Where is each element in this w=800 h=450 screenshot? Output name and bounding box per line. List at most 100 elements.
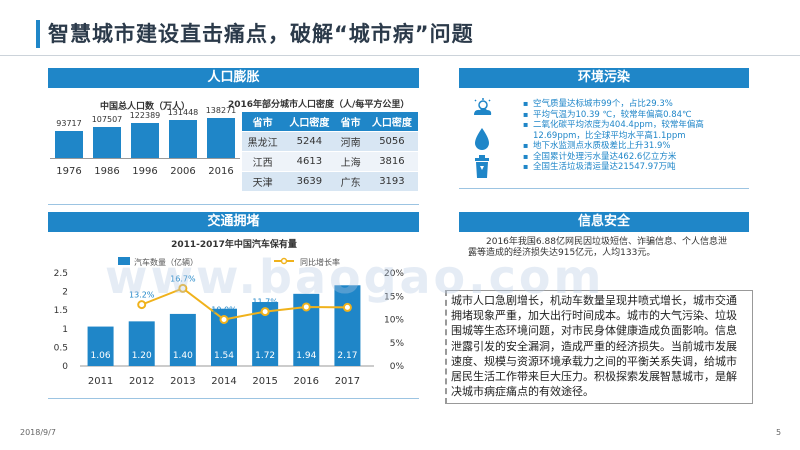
legend-swatch-bar bbox=[118, 257, 130, 265]
growth-point bbox=[137, 300, 147, 310]
legend-label: 汽车数量（亿辆） bbox=[134, 257, 198, 267]
table-header-cell: 人口密度 bbox=[365, 112, 418, 132]
environment-list: 空气质量达标城市99个，占比29.3% 平均气温为10.39 ℃，较常年偏高0.… bbox=[523, 99, 733, 173]
section-rule bbox=[48, 398, 419, 399]
table-header-row: 省市 人口密度 省市 人口密度 bbox=[242, 112, 418, 132]
table-cell: 黑龙江 bbox=[242, 131, 284, 152]
table-cell: 江西 bbox=[242, 151, 284, 172]
population-bar bbox=[131, 122, 159, 158]
table-header-cell: 省市 bbox=[242, 112, 284, 132]
car-bar bbox=[128, 321, 155, 366]
right-axis-tick: 5% bbox=[390, 339, 405, 349]
population-bar-value: 107507 bbox=[91, 114, 123, 124]
list-item: 二氧化碳平均浓度为404.4ppm，较常年偏高12.69ppm，比全球平均水平高… bbox=[523, 120, 733, 141]
right-axis-tick: 0% bbox=[390, 362, 405, 372]
table-cell: 3193 bbox=[365, 171, 418, 192]
growth-line bbox=[141, 287, 348, 321]
car-bar-label: 2.17 bbox=[337, 351, 357, 361]
population-chart: 93717 1976 107507 1986 122389 1996 131448 2006 1… bbox=[50, 106, 240, 190]
growth-point bbox=[178, 283, 188, 293]
x-axis-tick: 2015 bbox=[252, 376, 277, 387]
population-year-label: 1976 bbox=[56, 166, 82, 177]
table-cell: 3639 bbox=[283, 171, 336, 192]
title-accent-bar bbox=[36, 20, 40, 48]
page-number: 5 bbox=[776, 428, 782, 437]
growth-point bbox=[260, 307, 270, 317]
section-header-population: 人口膨胀 bbox=[48, 68, 419, 88]
car-bar bbox=[169, 313, 196, 366]
sun-cloud-icon bbox=[474, 98, 492, 115]
watermark: www.baogao.com bbox=[105, 250, 605, 304]
growth-label: 11.7% bbox=[252, 298, 278, 307]
population-year-label: 1986 bbox=[94, 166, 120, 177]
table-row: 天津 3639 广东 3193 bbox=[242, 171, 418, 192]
growth-point bbox=[301, 302, 311, 312]
population-year-label: 2006 bbox=[170, 166, 196, 177]
car-bar-label: 1.72 bbox=[255, 351, 275, 361]
list-item: 地下水监测点水质极差比上升31.9% bbox=[523, 141, 733, 152]
density-table: 省市 人口密度 省市 人口密度 黑龙江 5244 河南 5056 江西 4613… bbox=[242, 112, 418, 192]
list-item: 全国累计处理污水量达462.6亿立方米 bbox=[523, 152, 733, 163]
legend-label: 同比增长率 bbox=[300, 257, 340, 267]
population-bar-value: 138271 bbox=[205, 106, 237, 115]
left-axis-tick: 2.5 bbox=[54, 269, 68, 279]
x-axis-tick: 2017 bbox=[335, 376, 360, 387]
summary-callout-text: 城市人口急剧增长，机动车数量呈现井喷式增长，城市交通拥堵现象严重，加大出行时间成… bbox=[451, 294, 737, 399]
table-cell: 5056 bbox=[365, 131, 418, 152]
growth-label: 12.6% bbox=[335, 293, 361, 302]
growth-label: 13.2% bbox=[129, 291, 155, 300]
population-bar bbox=[93, 126, 121, 158]
list-item: 空气质量达标城市99个，占比29.3% bbox=[523, 99, 733, 110]
population-bar-value: 131448 bbox=[167, 107, 199, 117]
environment-icons bbox=[474, 98, 492, 178]
left-axis-tick: 2 bbox=[62, 288, 68, 298]
car-bar-label: 1.06 bbox=[91, 351, 111, 361]
car-bar bbox=[334, 285, 361, 366]
table-cell: 4613 bbox=[283, 151, 336, 172]
section-header-environment: 环境污染 bbox=[459, 68, 749, 88]
chart-title: 2011-2017年中国汽车保有量 bbox=[171, 238, 297, 250]
table-cell: 上海 bbox=[335, 151, 366, 172]
page-title: 智慧城市建设直击痛点，破解“城市病”问题 bbox=[48, 22, 474, 46]
section-rule bbox=[48, 204, 419, 205]
x-axis-tick: 2013 bbox=[170, 376, 195, 387]
water-drop-icon bbox=[475, 128, 489, 150]
right-axis-tick: 15% bbox=[384, 292, 404, 302]
left-axis-tick: 1 bbox=[62, 325, 68, 335]
growth-point bbox=[342, 302, 352, 312]
left-axis-tick: 0.5 bbox=[54, 343, 68, 353]
list-item: 平均气温为10.39 ℃，较常年偏高0.84℃ bbox=[523, 110, 733, 121]
density-table-title: 2016年部分城市人口密度（人/每平方公里） bbox=[228, 100, 410, 110]
left-axis-tick: 0 bbox=[62, 362, 68, 372]
growth-point bbox=[219, 315, 229, 324]
section-header-security: 信息安全 bbox=[459, 212, 749, 232]
summary-callout-box bbox=[445, 290, 753, 404]
right-axis-tick: 20% bbox=[384, 269, 404, 279]
table-header-cell: 人口密度 bbox=[283, 112, 336, 132]
population-bar-value: 93717 bbox=[56, 118, 82, 128]
population-bar-value: 122389 bbox=[129, 110, 161, 120]
table-row: 黑龙江 5244 河南 5056 bbox=[242, 131, 418, 152]
table-row: 江西 4613 上海 3816 bbox=[242, 151, 418, 172]
population-bar bbox=[55, 130, 83, 158]
table-cell: 广东 bbox=[335, 171, 366, 192]
table-header-cell: 省市 bbox=[335, 112, 366, 132]
population-year-label: 2016 bbox=[208, 166, 234, 177]
table-cell: 5244 bbox=[283, 131, 336, 152]
section-header-traffic: 交通拥堵 bbox=[48, 212, 419, 232]
list-item: 全国生活垃圾清运量达21547.97万吨 bbox=[523, 162, 733, 173]
car-bar-label: 1.54 bbox=[214, 351, 234, 361]
left-axis-tick: 1.5 bbox=[54, 306, 68, 316]
car-bar bbox=[87, 326, 114, 366]
population-bar bbox=[207, 118, 235, 158]
population-bar bbox=[169, 119, 197, 158]
x-axis-tick: 2016 bbox=[294, 376, 319, 387]
right-axis-tick: 10% bbox=[384, 316, 404, 326]
growth-label: 10.0% bbox=[211, 306, 237, 315]
car-bar-label: 1.20 bbox=[132, 351, 152, 361]
car-bar-label: 1.40 bbox=[173, 351, 193, 361]
trash-bin-icon bbox=[475, 155, 489, 178]
growth-label: 16.7% bbox=[170, 274, 196, 283]
footer-date: 2018/9/7 bbox=[20, 428, 56, 437]
